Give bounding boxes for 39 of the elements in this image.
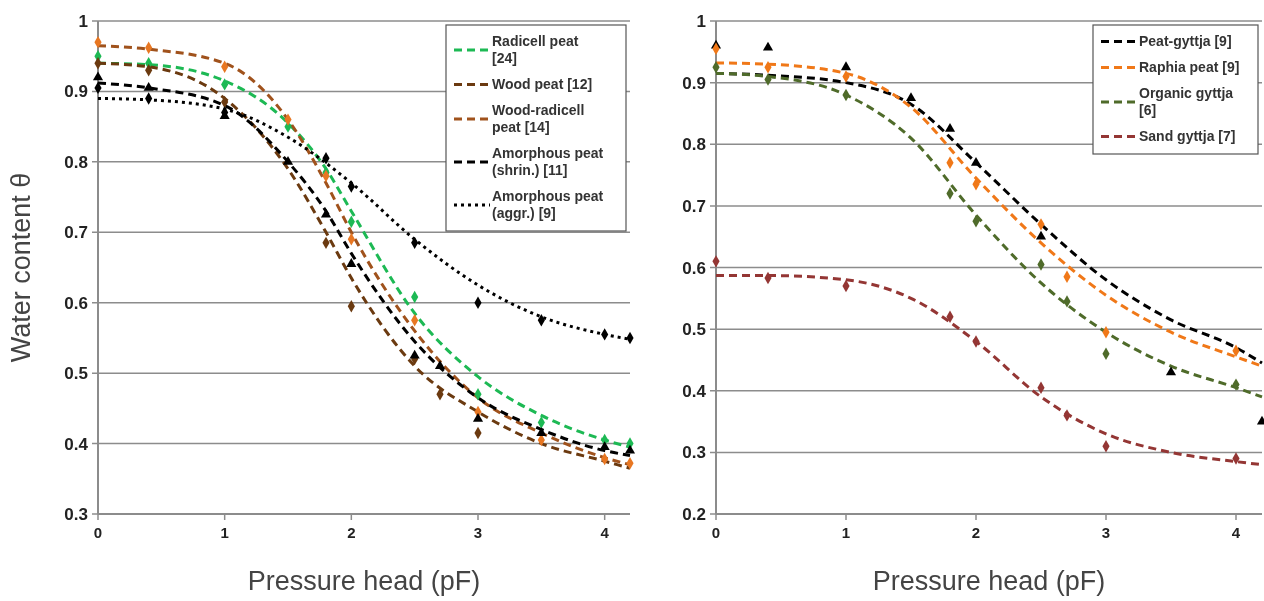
x-tick-label: 4	[600, 524, 610, 541]
x-tick-label: 3	[473, 524, 483, 541]
legend-label: Sand gyttja [7]	[1139, 128, 1236, 144]
y-tick-label: 0.4	[682, 381, 707, 401]
x-tick-label: 1	[220, 524, 229, 541]
x-tick-label: 3	[1101, 524, 1111, 541]
legend-label: Wood-radicell peat [14]	[492, 102, 585, 135]
x-tick-label: 1	[841, 524, 851, 541]
x-axis-title: Pressure head (pF)	[872, 566, 1106, 596]
y-tick-label: 0.5	[682, 320, 706, 340]
legend-label: Amorphous peat (aggr.) [9]	[492, 188, 604, 221]
y-tick-label: 0.8	[682, 135, 706, 155]
y-tick-label: 0.4	[64, 434, 89, 454]
x-tick-label: 2	[971, 524, 981, 541]
y-tick-label: 0.2	[682, 505, 706, 524]
x-axis-title: Pressure head (pF)	[247, 566, 481, 596]
y-axis-title: Water content θ	[6, 172, 36, 363]
x-tick-label: 2	[347, 524, 356, 541]
legend-label: Peat-gyttja [9]	[1139, 33, 1232, 49]
y-tick-label: 0.3	[682, 443, 706, 463]
legend-label: Organic gyttja [6]	[1139, 85, 1234, 118]
y-tick-label: 0.6	[682, 258, 706, 278]
y-tick-label: 0.3	[64, 505, 88, 524]
y-tick-label: 1	[696, 12, 706, 31]
y-tick-label: 1	[78, 12, 88, 31]
legend-label: Raphia peat [9]	[1139, 59, 1240, 75]
x-tick-label: 4	[1231, 524, 1241, 541]
y-tick-label: 0.9	[64, 82, 88, 102]
y-tick-label: 0.9	[682, 73, 706, 93]
legend-label: Amorphous peat (shrin.) [11]	[492, 145, 604, 178]
x-tick-label: 0	[711, 524, 721, 541]
y-tick-label: 0.7	[64, 223, 88, 243]
legend-label: Wood peat [12]	[492, 76, 593, 92]
x-tick-label: 0	[93, 524, 103, 541]
y-tick-label: 0.6	[64, 293, 88, 313]
y-tick-label: 0.8	[64, 152, 88, 172]
y-tick-label: 0.5	[64, 364, 88, 384]
y-tick-label: 0.7	[682, 196, 706, 216]
legend-label: Radicell peat [24]	[492, 33, 579, 66]
